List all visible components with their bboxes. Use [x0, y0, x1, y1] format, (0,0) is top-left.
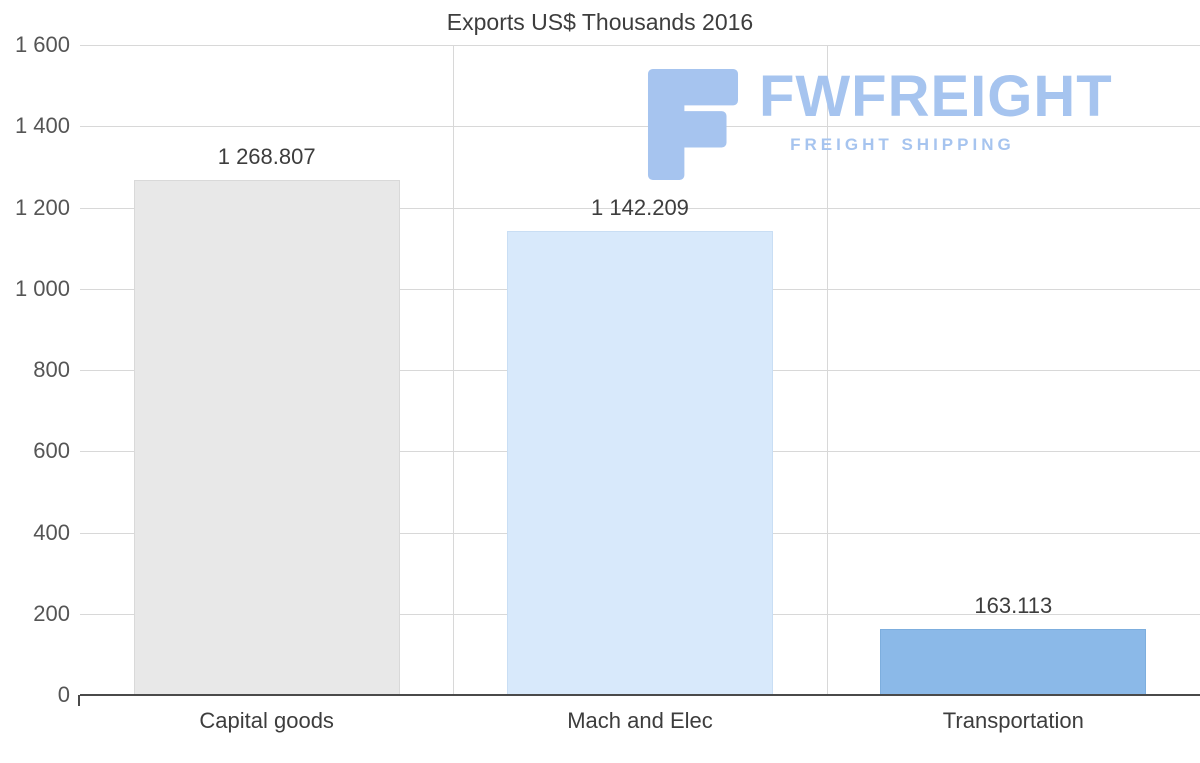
bar-value-label: 1 142.209 — [591, 194, 689, 220]
h-gridline — [80, 126, 1200, 128]
bar-value-label: 163.113 — [974, 592, 1053, 618]
h-gridline — [80, 207, 1200, 209]
x-axis-line — [80, 694, 1200, 696]
y-tick-label: 1 400 — [14, 113, 70, 139]
y-tick-label: 800 — [33, 357, 70, 382]
v-gridline — [453, 45, 455, 695]
y-tick-label: 0 — [57, 682, 70, 707]
plot-area: 1 268.807 1 142.209 163.113 — [78, 45, 1200, 706]
chart-title: Exports US$ Thousands 2016 — [446, 9, 754, 35]
category-label: Capital goods — [199, 708, 334, 733]
bar-capital-goods[interactable] — [133, 179, 400, 695]
y-tick-label: 600 — [33, 438, 70, 464]
category-label: Mach and Elec — [567, 708, 713, 733]
y-tick-label: 1 000 — [14, 275, 70, 301]
bar-value-label: 1 268.807 — [217, 143, 316, 169]
y-tick-label: 1 200 — [14, 194, 70, 220]
category-label: Transportation — [942, 708, 1084, 733]
y-tick-label: 1 600 — [14, 32, 70, 57]
v-gridline — [826, 45, 828, 695]
y-tick-label: 200 — [33, 600, 70, 626]
bar-mach-and-elec[interactable] — [507, 230, 773, 695]
h-gridline — [80, 45, 1200, 46]
bar-transportation[interactable] — [880, 628, 1147, 695]
y-tick-label: 400 — [33, 519, 70, 545]
x-axis-tick — [78, 695, 80, 706]
